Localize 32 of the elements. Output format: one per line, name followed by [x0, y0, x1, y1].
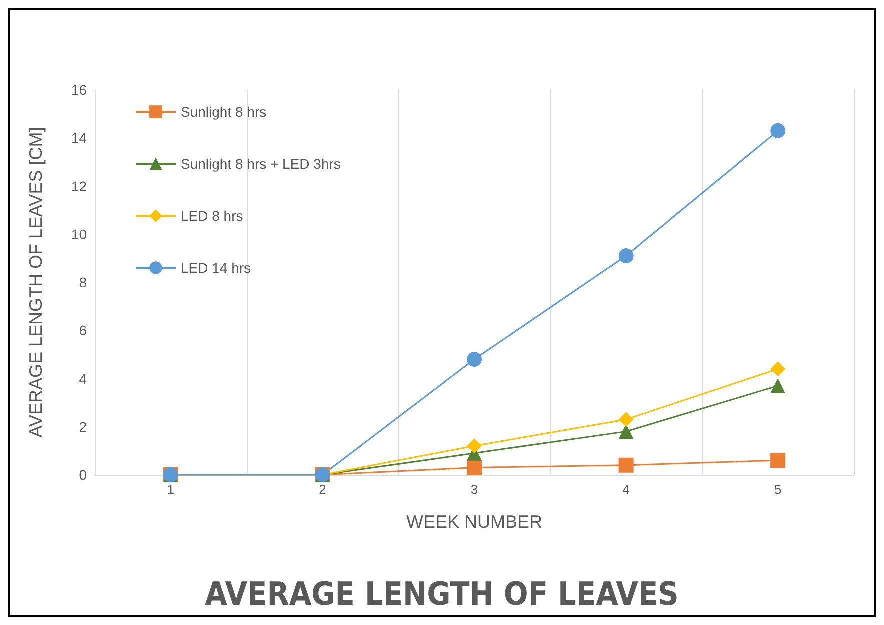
y-axis-title: AVERAGE LENGTH OF LEAVES [CM] — [26, 127, 46, 438]
text: AVERAGE LENGTH OF LEAVES — [205, 575, 679, 613]
x-tick-label: 3 — [470, 482, 478, 497]
point — [770, 453, 786, 468]
point — [618, 248, 634, 264]
point — [618, 458, 634, 473]
x-tick-label: 2 — [319, 482, 326, 497]
legend-label: LED 14 hrs — [181, 260, 252, 276]
y-tick-label: 12 — [71, 178, 88, 194]
point — [618, 424, 634, 440]
y-tick-label: 16 — [71, 82, 88, 98]
y-tick-label: 6 — [79, 322, 88, 339]
point — [770, 378, 786, 394]
point — [467, 460, 482, 476]
point — [770, 362, 786, 377]
y-tick-label: 10 — [71, 226, 88, 242]
legend-label: Sunlight 8 hrs — [181, 104, 267, 120]
y-tick-label: 14 — [71, 130, 88, 146]
legend-label: LED 8 hrs — [181, 208, 244, 224]
x-axis-title: WEEK NUMBER — [406, 512, 543, 532]
point — [770, 123, 786, 138]
legend-label: Sunlight 8 hrs + LED 3hrs — [181, 156, 341, 172]
point — [618, 412, 634, 428]
y-tick-label: 8 — [79, 274, 88, 290]
point — [467, 352, 482, 367]
y-tick-label: 0 — [79, 467, 88, 483]
y-tick-label: 2 — [79, 418, 88, 435]
x-tick-label: 4 — [622, 482, 630, 497]
x-tick-label: 5 — [774, 482, 782, 497]
x-tick-label: 1 — [167, 482, 175, 497]
y-tick-label: 4 — [79, 370, 88, 387]
point — [467, 438, 482, 454]
